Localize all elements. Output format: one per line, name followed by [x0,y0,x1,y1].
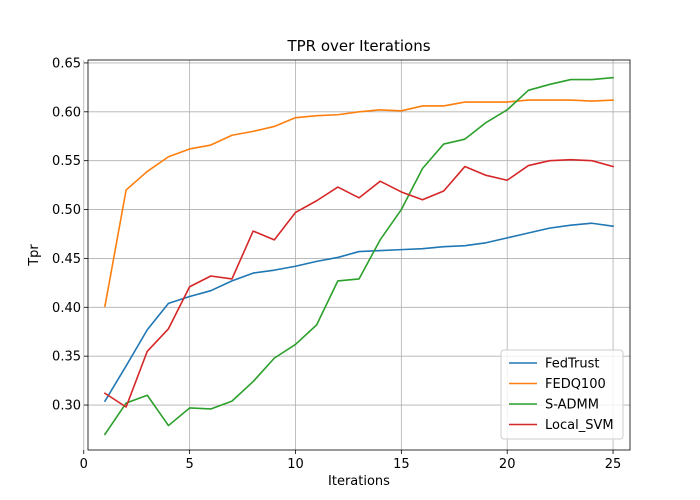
series-line-fedtrust [103,222,614,403]
legend-label: Local_SVM [545,418,614,433]
legend: FedTrust FEDQ100 S-ADMM Local_SVM [500,349,624,440]
series-line-local-svm [103,158,615,408]
y-tick-label: 0.35 [52,350,81,365]
series-line-fedq100 [104,99,614,308]
x-tick-label: 20 [499,457,516,472]
x-tick-label: 0 [80,457,88,472]
legend-box [500,349,624,440]
grid [83,60,630,450]
x-tick-label: 15 [393,457,410,472]
y-tick-label: 0.45 [52,252,81,267]
y-axis: 0.30 0.35 0.40 0.45 0.50 0.55 0.60 0.65 [52,56,88,414]
chart-title: TPR over Iterations [286,37,430,55]
legend-label: FEDQ100 [545,377,606,392]
legend-label: S-ADMM [545,398,599,413]
x-tick-label: 10 [287,457,304,472]
y-tick-label: 0.55 [52,154,81,169]
x-tick-label: 5 [185,457,193,472]
series-line-s-admm [103,76,614,436]
y-tick-label: 0.60 [52,105,81,120]
legend-label: FedTrust [545,357,600,372]
y-tick-label: 0.50 [52,203,81,218]
y-tick-label: 0.30 [52,399,81,414]
y-axis-label: Tpr [27,244,42,267]
y-tick-label: 0.40 [52,301,81,316]
x-tick-label: 25 [605,457,622,472]
series-layer [103,76,615,436]
plot-frame [87,59,631,451]
x-axis-label: Iterations [328,474,390,489]
y-tick-label: 0.65 [52,56,81,71]
x-axis: 0 5 10 15 20 25 [80,450,622,472]
